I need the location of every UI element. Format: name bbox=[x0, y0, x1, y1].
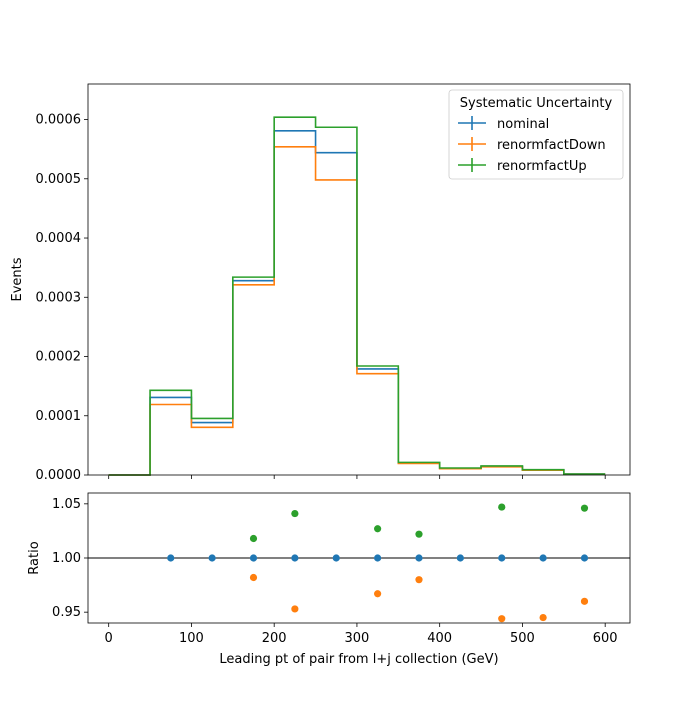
ratio-point-renormfactDown bbox=[498, 615, 506, 623]
ratio-point-nominal bbox=[249, 554, 258, 562]
y-tick-label: 0.0005 bbox=[36, 172, 82, 187]
ratio-point-nominal bbox=[498, 554, 506, 562]
ratio-point-renormfactDown bbox=[374, 590, 382, 598]
ratio-x-tick-label: 500 bbox=[510, 631, 535, 646]
legend-box bbox=[448, 89, 624, 180]
ratio-point-renormfactUp bbox=[498, 503, 506, 511]
ratio-point-renormfactDown bbox=[415, 576, 423, 584]
y-tick-label: 0.0001 bbox=[36, 409, 82, 424]
plot-frame bbox=[87, 83, 631, 476]
ratio-x-tick-label: 0 bbox=[105, 631, 113, 646]
ratio-point-renormfactDown bbox=[539, 613, 547, 622]
histogram-panel: 0.0000 0.0001 0.0002 0.0003 0.0004 0.0005 0.00… bbox=[10, 83, 631, 483]
ratio-point-nominal bbox=[456, 554, 464, 562]
legend: Systematic Uncertainty nominal renormfactD… bbox=[448, 89, 624, 180]
ratio-y-tick-label: 1.00 bbox=[52, 551, 81, 566]
y-tick-label: 0.0003 bbox=[36, 290, 82, 305]
ratio-x-tick-label: 100 bbox=[179, 631, 204, 646]
legend-title: Systematic Uncertainty bbox=[460, 96, 613, 111]
ratio-point-nominal bbox=[374, 554, 382, 562]
ratio-x-tick-label: 200 bbox=[262, 631, 287, 646]
ratio-point-nominal bbox=[415, 554, 423, 562]
ratio-point-renormfactUp bbox=[249, 534, 258, 543]
legend-label-renormfactUp: renormfactUp bbox=[497, 159, 587, 174]
ratio-y-tick-label: 1.05 bbox=[52, 497, 81, 512]
y-axis-label: Events bbox=[10, 257, 25, 301]
ratio-frame bbox=[87, 492, 631, 624]
ratio-point-renormfactDown bbox=[249, 573, 258, 582]
ratio-point-renormfactUp bbox=[580, 504, 589, 512]
ratio-point-nominal bbox=[208, 554, 216, 562]
ratio-x-tick-label: 400 bbox=[427, 631, 452, 646]
ratio-y-axis-label: Ratio bbox=[27, 541, 42, 574]
ratio-point-renormfactDown bbox=[291, 605, 299, 613]
y-tick-label: 0.0006 bbox=[36, 113, 82, 128]
ratio-point-renormfactDown bbox=[580, 597, 589, 605]
ratio-point-nominal bbox=[167, 554, 175, 562]
ratio-x-tick-label: 300 bbox=[345, 631, 370, 646]
x-axis-label: Leading pt of pair from l+j collection (… bbox=[219, 652, 498, 667]
legend-label-nominal: nominal bbox=[497, 117, 549, 132]
y-tick-label: 0.0000 bbox=[36, 468, 82, 483]
y-tick-label: 0.0002 bbox=[36, 350, 82, 365]
ratio-point-renormfactUp bbox=[415, 530, 423, 538]
histogram-line-renormfactUp bbox=[108, 116, 606, 476]
ratio-x-tick-label: 600 bbox=[593, 631, 618, 646]
ratio-point-renormfactUp bbox=[374, 525, 382, 533]
ratio-y-tick-label: 0.95 bbox=[52, 605, 81, 620]
ratio-panel: 0.95 1.00 1.05 0 100 200 300 400 500 600 Ratio Lead… bbox=[27, 492, 631, 667]
ratio-point-nominal bbox=[580, 554, 589, 562]
ratio-point-renormfactUp bbox=[291, 509, 299, 518]
legend-label-renormfactDown: renormfactDown bbox=[497, 138, 606, 153]
y-tick-label: 0.0004 bbox=[36, 231, 82, 246]
ratio-point-nominal bbox=[539, 554, 547, 562]
ratio-point-nominal bbox=[332, 554, 340, 562]
ratio-point-nominal bbox=[291, 554, 299, 562]
